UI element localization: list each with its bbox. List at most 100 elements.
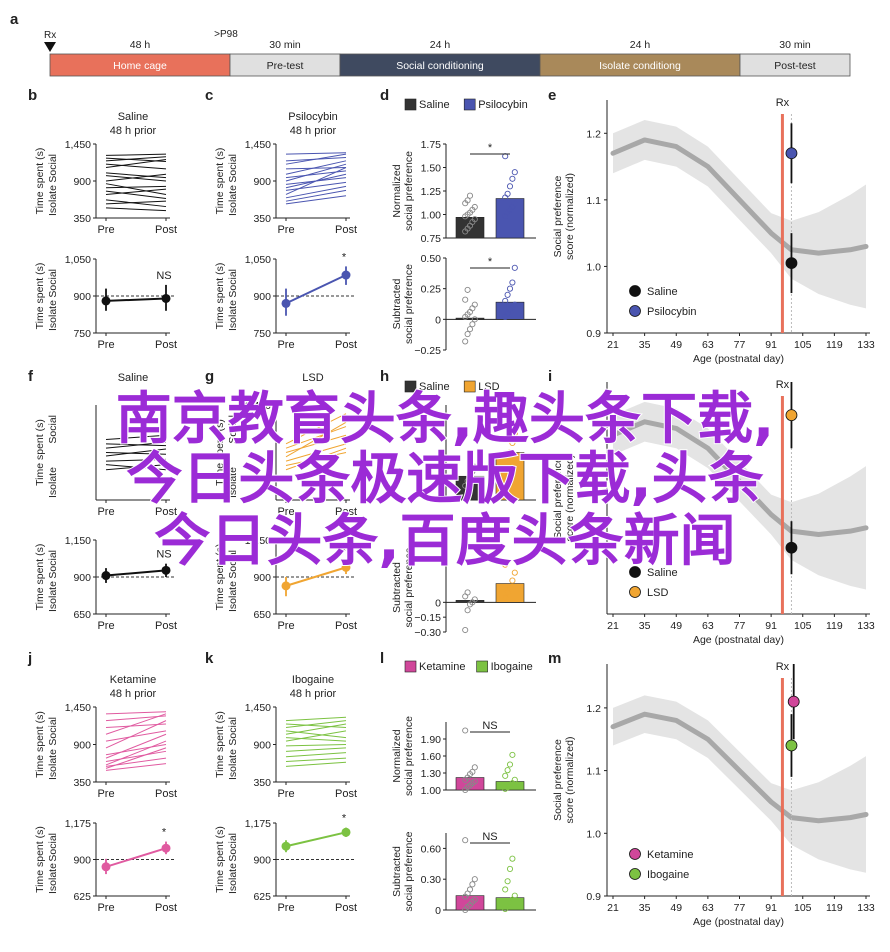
- legend-swatch-0: [404, 98, 417, 111]
- y-tick-label: 1,175: [65, 818, 91, 830]
- scatter-panel-r0: e 21 35 49 63 77 91 105 119 133 1.2 1.1 1.0 0.9 Age (p…: [548, 87, 875, 365]
- series-line-0: [285, 413, 347, 445]
- x-tick-label-post: Post: [335, 339, 357, 351]
- series-line-14: [105, 207, 167, 212]
- data-point: [469, 881, 476, 888]
- y-tick-label: 1.60: [421, 751, 442, 763]
- y-tick-label: 0: [435, 314, 441, 326]
- bar-1: [495, 198, 525, 239]
- series-line-1: [285, 723, 347, 728]
- y-axis-top-label: Social: [227, 269, 239, 298]
- y-axis-bottom-label: Isolate: [47, 300, 59, 331]
- y-tick-label: 0.30: [421, 874, 442, 886]
- series-line-1: [105, 715, 167, 722]
- mean-point: [161, 843, 171, 853]
- series-line-0: [105, 434, 167, 441]
- y-axis-label: Time spent (s): [34, 148, 46, 215]
- data-point: [506, 285, 514, 292]
- mean-point: [281, 581, 291, 591]
- legend-swatch-1: [476, 660, 488, 673]
- series-line-5: [105, 172, 167, 179]
- y-tick-label: 0: [435, 905, 441, 917]
- series-line-2: [285, 434, 347, 453]
- y-axis-label: Time spent (s): [34, 544, 46, 611]
- series-line-7: [285, 744, 347, 747]
- significance-label: *: [162, 827, 167, 839]
- legend-swatch-1: [463, 380, 476, 393]
- data-point: [471, 316, 478, 323]
- panel-subtitle: 48 h prior: [110, 688, 157, 700]
- bar-panel-r2-bottom: 0.60 0.30 0 Subtracted social preference NS: [391, 831, 536, 917]
- y-axis-bottom-label: Isolate: [47, 863, 59, 894]
- x-tick-label: 21: [607, 620, 619, 632]
- legend-label-0: Ketamine: [419, 661, 465, 673]
- y-axis-label-line-1: Normalized: [391, 164, 403, 217]
- data-point: [469, 768, 476, 775]
- y-axis-label: Time spent (s): [214, 544, 226, 611]
- x-tick-label: 63: [702, 620, 714, 632]
- data-point: [464, 286, 471, 293]
- data-point: [511, 200, 518, 207]
- series-line-0: [285, 566, 347, 587]
- panel-title: Psilocybin: [288, 111, 338, 123]
- series-line-6: [285, 163, 347, 182]
- y-tick-label: 1,450: [245, 139, 271, 151]
- y-tick-label: 1,450: [65, 139, 91, 151]
- bar-1: [495, 301, 525, 320]
- data-point: [502, 297, 509, 304]
- timeline-segment-label-3: Isolate conditiong: [599, 60, 681, 72]
- series-line-9: [105, 740, 167, 766]
- y-tick-label: −0.25: [414, 345, 441, 357]
- y-tick-label: 900: [73, 855, 91, 867]
- y-axis-top-label: Social: [227, 154, 239, 183]
- series-line-1: [285, 426, 347, 449]
- y-tick-label: 900: [73, 291, 91, 303]
- data-point: [464, 197, 471, 204]
- line-panel-r1-1-top: f Saline Time spent (s) Social Isolate Pre Pos…: [28, 368, 177, 518]
- data-point: [462, 482, 469, 489]
- series-line-13: [285, 195, 347, 205]
- y-tick-label: 900: [73, 176, 91, 188]
- timeline-duration-4: 30 min: [779, 39, 811, 51]
- y-axis-bottom-label: Isolate: [227, 749, 239, 780]
- y-tick-label: 1.25: [421, 186, 442, 198]
- series-line-0: [105, 847, 167, 868]
- confidence-band: [613, 401, 866, 590]
- x-tick-label: 91: [765, 902, 777, 914]
- data-point: [504, 190, 511, 197]
- series-line-11: [285, 761, 347, 767]
- series-line-10: [285, 757, 347, 763]
- y-tick-label: 900: [253, 740, 271, 752]
- series-line-4: [105, 730, 167, 742]
- series-line-12: [105, 763, 167, 771]
- panel-title: LSD: [302, 372, 323, 384]
- x-tick-label: 119: [826, 620, 843, 632]
- data-point: [509, 751, 516, 758]
- x-tick-label: 35: [639, 620, 651, 632]
- x-tick-label: 35: [639, 902, 651, 914]
- y-axis-label-line-2: social preference: [403, 151, 415, 231]
- series-line-12: [285, 189, 347, 202]
- data-point: [466, 326, 474, 333]
- significance-label: NS: [156, 270, 171, 282]
- panel-title: Ibogaine: [292, 674, 334, 686]
- series-line-7: [105, 733, 167, 759]
- scatter-panel-r1: i 21 35 49 63 77 91 105 119 133 Age (postnatal day…: [548, 368, 875, 646]
- x-axis-label: Age (postnatal day): [693, 916, 784, 928]
- y-tick-label: 1,150: [65, 535, 91, 547]
- y-tick-label: 1.2: [586, 128, 601, 140]
- data-point: [469, 321, 476, 328]
- data-point: [471, 876, 478, 883]
- y-tick-label: 1,450: [245, 400, 271, 412]
- x-tick-label-pre: Pre: [97, 506, 114, 518]
- y-axis-label-line-2: social preference: [403, 264, 415, 344]
- y-axis-bottom-label: Isolate: [227, 581, 239, 612]
- y-tick-label: 0: [435, 597, 441, 609]
- data-point: [509, 439, 516, 447]
- series-line-3: [285, 730, 347, 739]
- data-point: [502, 561, 509, 568]
- data-point: [504, 767, 511, 774]
- y-axis-label-line-1: Normalized: [391, 729, 403, 782]
- mean-point: [281, 841, 291, 851]
